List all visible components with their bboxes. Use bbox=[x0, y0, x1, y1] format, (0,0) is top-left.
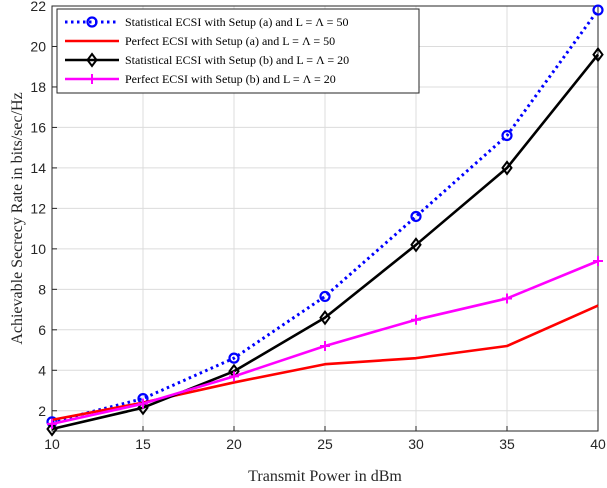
legend-entry: Statistical ECSI with Setup (a) and L = … bbox=[65, 15, 348, 29]
data-point-marker bbox=[46, 421, 58, 437]
y-tick-label: 4 bbox=[38, 362, 46, 378]
data-point-marker bbox=[319, 309, 331, 326]
y-tick-label: 6 bbox=[38, 322, 46, 338]
data-point-marker bbox=[592, 4, 604, 16]
data-point-marker bbox=[138, 398, 148, 409]
legend: Statistical ECSI with Setup (a) and L = … bbox=[56, 8, 420, 94]
y-axis-label: Achievable Secrecy Rate in bits/sec/Hz bbox=[9, 92, 26, 344]
data-point-marker bbox=[501, 160, 513, 176]
x-tick-label: 30 bbox=[408, 436, 424, 452]
data-point-marker bbox=[47, 418, 57, 429]
data-point-marker bbox=[87, 74, 97, 84]
x-tick-label: 20 bbox=[226, 436, 242, 452]
y-tick-label: 2 bbox=[38, 403, 46, 419]
data-point-marker bbox=[411, 314, 421, 325]
y-tick-label: 20 bbox=[30, 38, 46, 54]
data-point-marker bbox=[410, 210, 422, 223]
ticks: 10 15 20 25 30 35 40 2 4 6 8 10 12 14 16 18 20 22 bbox=[30, 0, 606, 452]
data-point-marker bbox=[229, 371, 239, 382]
data-point-marker bbox=[410, 237, 422, 253]
data-point-marker bbox=[502, 293, 512, 304]
data-point-marker bbox=[137, 400, 149, 416]
legend-entry: Statistical ECSI with Setup (b) and L = … bbox=[65, 52, 349, 68]
legend-label: Perfect ECSI with Setup (b) and L = Λ = … bbox=[125, 72, 336, 86]
y-tick-label: 8 bbox=[38, 281, 46, 297]
data-point-marker bbox=[228, 352, 240, 364]
data-point-marker bbox=[592, 46, 604, 63]
legend-label: Perfect ECSI with Setup (a) and L = Λ = … bbox=[125, 34, 335, 48]
y-tick-label: 16 bbox=[30, 119, 46, 135]
legend-label: Statistical ECSI with Setup (a) and L = … bbox=[125, 15, 348, 29]
x-tick-label: 10 bbox=[44, 436, 60, 452]
series-4 bbox=[47, 256, 603, 429]
series-layer bbox=[46, 4, 604, 437]
legend-label: Statistical ECSI with Setup (b) and L = … bbox=[125, 53, 349, 67]
y-tick-label: 22 bbox=[30, 0, 46, 14]
x-axis-label: Transmit Power in dBm bbox=[248, 468, 402, 485]
data-point-marker bbox=[501, 129, 513, 142]
y-tick-label: 10 bbox=[30, 241, 46, 257]
x-tick-label: 25 bbox=[317, 436, 333, 452]
x-tick-label: 40 bbox=[590, 436, 606, 452]
data-point-marker bbox=[86, 16, 98, 28]
y-tick-label: 12 bbox=[30, 200, 46, 216]
legend-entry: Perfect ECSI with Setup (a) and L = Λ = … bbox=[65, 34, 335, 48]
y-tick-label: 18 bbox=[30, 79, 46, 95]
x-tick-label: 35 bbox=[499, 436, 515, 452]
y-tick-label: 14 bbox=[30, 160, 46, 176]
legend-entry: Perfect ECSI with Setup (b) and L = Λ = … bbox=[65, 72, 336, 86]
x-tick-label: 15 bbox=[135, 436, 151, 452]
data-point-marker bbox=[319, 290, 331, 303]
data-point-marker bbox=[593, 256, 603, 266]
data-point-marker bbox=[320, 341, 330, 351]
data-point-marker bbox=[86, 52, 98, 68]
series-line bbox=[51, 9, 600, 424]
